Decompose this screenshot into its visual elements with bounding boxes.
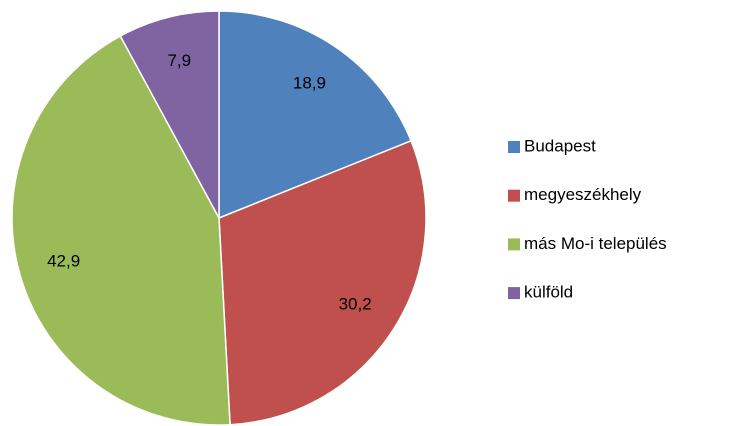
legend-label: más Mo-i település <box>524 234 667 253</box>
legend-swatch <box>508 189 520 202</box>
legend-label: Budapest <box>524 136 596 155</box>
pie-slice <box>11 35 231 426</box>
pie-slice <box>218 10 413 220</box>
legend-swatch <box>508 287 520 300</box>
pie-slice <box>119 10 220 219</box>
data-label: 7,9 <box>167 51 191 70</box>
legend-swatch <box>508 238 520 251</box>
legend-label: külföld <box>524 283 573 302</box>
legend-label: megyeszékhely <box>524 185 642 204</box>
pie-slice <box>218 139 427 426</box>
data-label: 18,9 <box>293 74 326 93</box>
legend-swatch <box>508 141 520 153</box>
data-label: 42,9 <box>47 251 80 270</box>
data-label: 30,2 <box>339 294 372 313</box>
